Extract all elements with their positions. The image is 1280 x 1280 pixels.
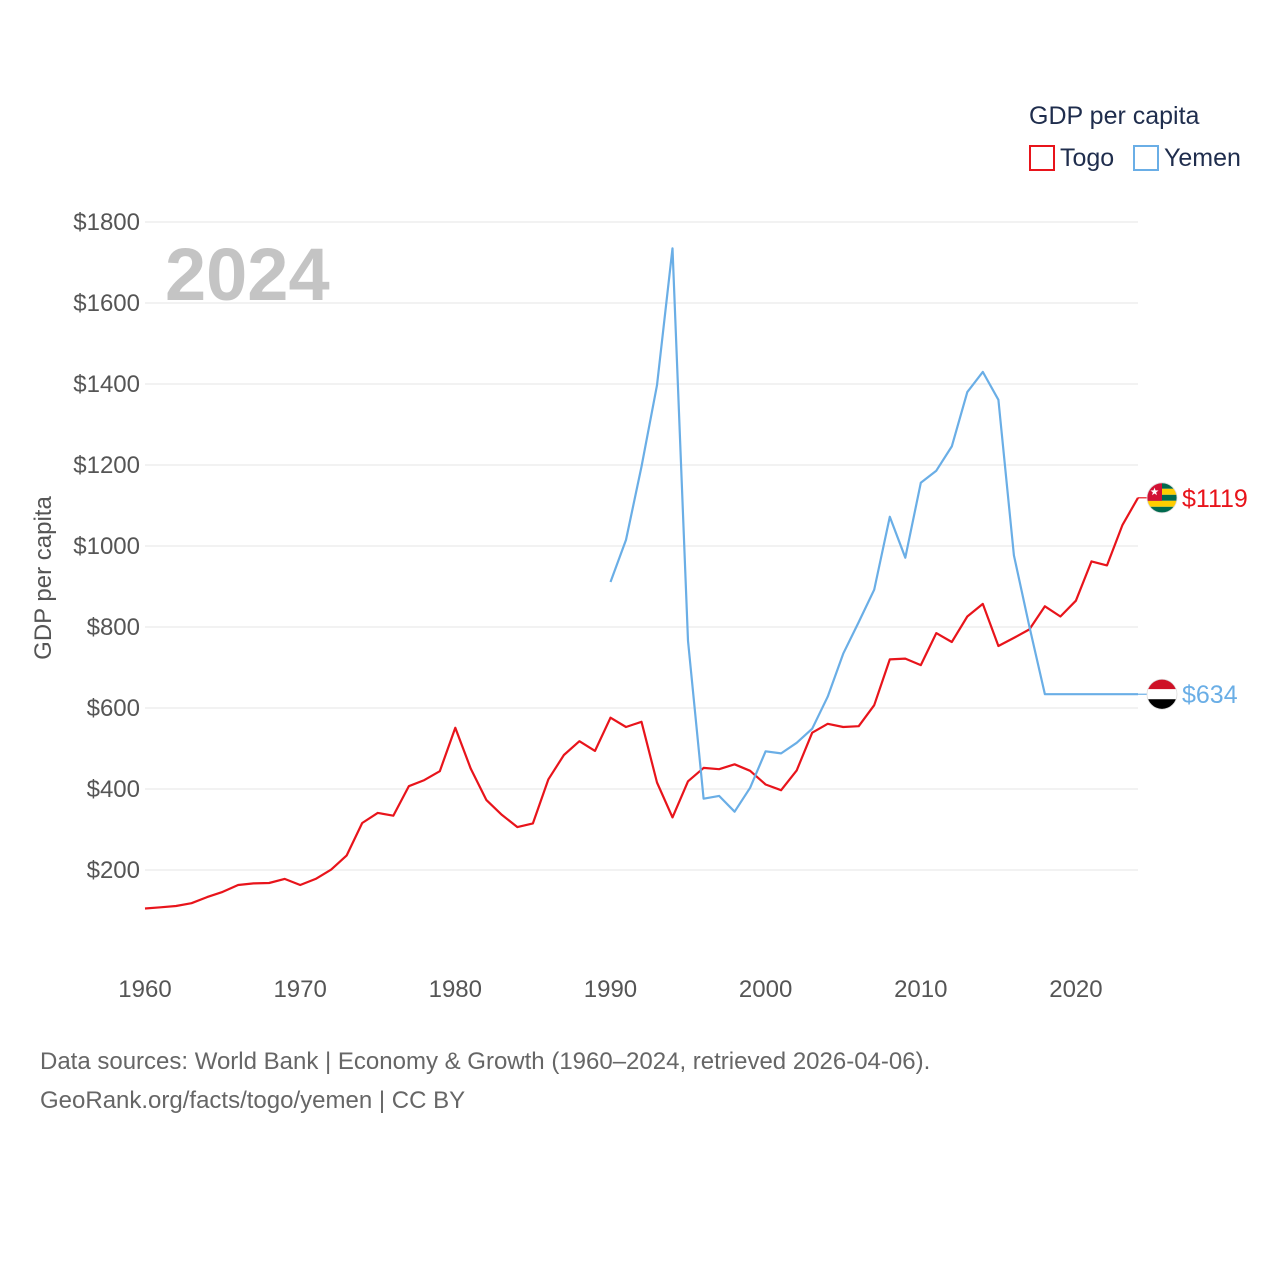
y-tick-label: $800 — [87, 614, 140, 641]
legend-swatch-yemen — [1133, 145, 1159, 171]
end-value-label-togo: $1119 — [1182, 485, 1248, 513]
togo-flag-icon — [1146, 482, 1178, 514]
x-tick-label: 1960 — [118, 976, 171, 1003]
legend: GDP per capita Togo Yemen — [1029, 102, 1241, 172]
yemen-flag-icon — [1146, 678, 1178, 710]
series-lines — [144, 247, 1139, 910]
series-line-togo — [144, 497, 1139, 910]
y-axis-title: GDP per capita — [30, 496, 57, 660]
legend-swatch-togo — [1029, 145, 1055, 171]
y-axis-ticks: $200 $400 $600 $800 $1000 $1200 $1400 $1600 $180… — [73, 209, 140, 884]
x-tick-label: 2000 — [739, 976, 792, 1003]
year-watermark: 2024 — [165, 233, 330, 316]
x-axis-ticks: 1960 1970 1980 1990 2000 2010 2020 — [118, 976, 1102, 1003]
x-tick-label: 2020 — [1049, 976, 1102, 1003]
y-tick-label: $1200 — [73, 452, 140, 479]
x-tick-label: 1990 — [584, 976, 637, 1003]
y-tick-label: $600 — [87, 695, 140, 722]
y-tick-label: $400 — [87, 776, 140, 803]
series-line-yemen — [609, 247, 1138, 813]
x-tick-label: 1980 — [429, 976, 482, 1003]
y-tick-label: $1800 — [73, 209, 140, 236]
end-markers: $1119 $634 — [1138, 482, 1248, 710]
source-line-2: GeoRank.org/facts/togo/yemen | CC BY — [40, 1087, 465, 1114]
legend-label-togo: Togo — [1060, 144, 1114, 172]
x-tick-label: 1970 — [273, 976, 326, 1003]
y-tick-label: $1600 — [73, 290, 140, 317]
x-tick-label: 2010 — [894, 976, 947, 1003]
y-tick-label: $200 — [87, 857, 140, 884]
y-tick-label: $1400 — [73, 371, 140, 398]
legend-title: GDP per capita — [1029, 102, 1200, 130]
legend-label-yemen: Yemen — [1164, 144, 1241, 172]
y-tick-label: $1000 — [73, 533, 140, 560]
gridlines — [145, 221, 1138, 871]
end-value-label-yemen: $634 — [1182, 681, 1238, 709]
source-line-1: Data sources: World Bank | Economy & Gro… — [40, 1048, 930, 1075]
